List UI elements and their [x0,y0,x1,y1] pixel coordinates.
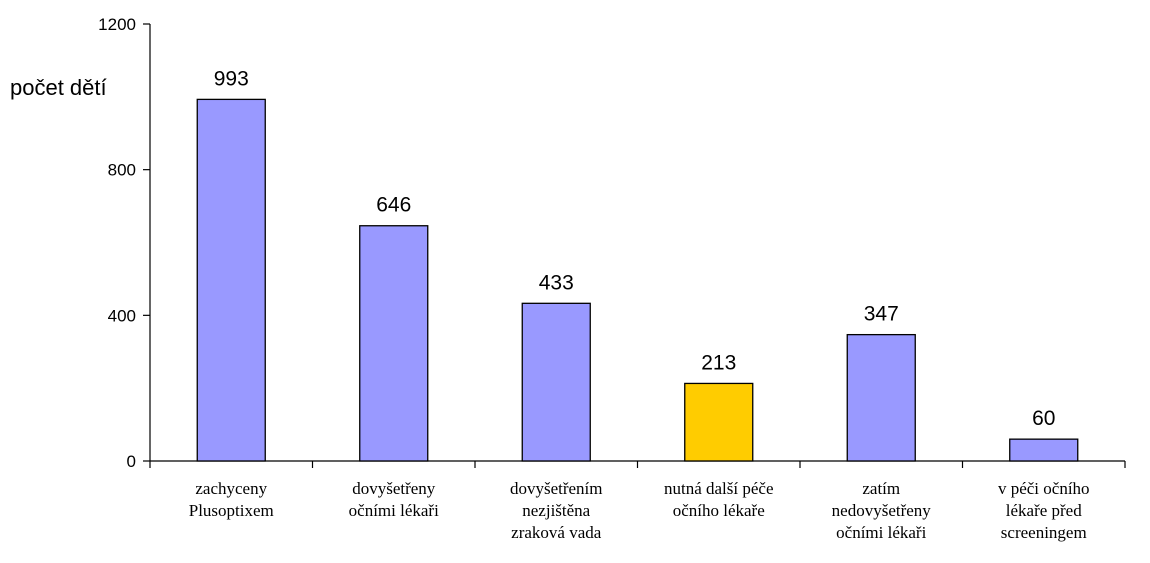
x-category-label: zatím nedovyšetřeny očními lékaři [832,479,932,542]
x-category-label: nutná další péče očního lékaře [664,479,774,520]
x-category-label: zachyceny Plusoptixem [189,479,274,520]
x-category-label-line: očními lékaři [836,523,926,542]
y-axis-label: počet dětí [10,75,107,100]
bar [684,382,754,462]
data-label: 347 [864,303,899,326]
x-category-label: dovyšetřeny očními lékaři [349,479,439,520]
data-label: 60 [1032,407,1055,430]
y-tick-label: 800 [108,161,136,180]
bar [846,333,916,462]
bar [521,302,591,462]
data-label: 646 [376,194,411,217]
x-category-label-line: zatím [862,479,900,498]
x-category-label-line: očního lékaře [673,501,765,520]
x-category-label-line: zachyceny [195,479,267,498]
data-label: 433 [539,271,574,294]
y-tick-label: 400 [108,306,136,325]
labels: 993 zachyceny Plusoptixem 646 dovyšetřeny očn… [189,67,1090,542]
x-category-label: v péči očního lékaře před screeningem [998,479,1090,542]
x-category-label: dovyšetřením nezjištěna zraková vada [510,479,603,542]
data-label: 993 [214,67,249,90]
bar [359,225,429,462]
data-label: 213 [701,351,736,374]
bar [1009,438,1079,462]
axes: 0 400 800 1200 [98,15,1126,471]
x-category-label-line: nedovyšetřeny [832,501,932,520]
x-category-label-line: zraková vada [511,523,602,542]
x-category-label-line: nutná další péče [664,479,774,498]
y-tick-label: 0 [127,452,136,471]
x-category-label-line: lékaře před [1006,501,1082,520]
x-category-label-line: screeningem [1001,523,1087,542]
bars [196,98,1079,462]
x-category-label-line: nezjištěna [522,501,590,520]
x-category-label-line: Plusoptixem [189,501,274,520]
x-category-label-line: očními lékaři [349,501,439,520]
x-category-label-line: v péči očního [998,479,1090,498]
y-tick-label: 1200 [98,15,136,34]
x-category-label-line: dovyšetřeny [352,479,436,498]
bar [196,98,266,462]
x-category-label-line: dovyšetřením [510,479,603,498]
